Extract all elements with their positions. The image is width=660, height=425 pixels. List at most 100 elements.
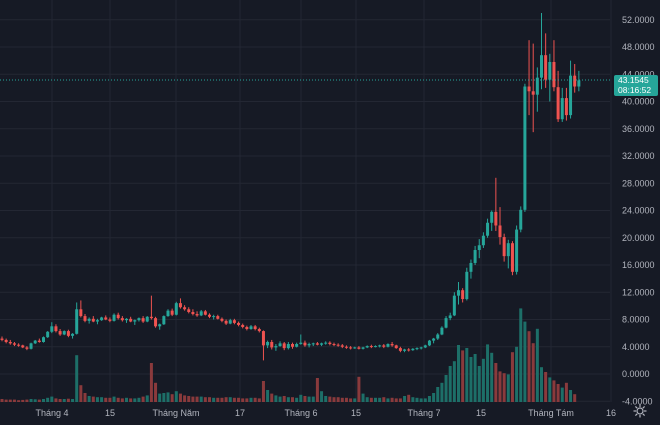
volume-bar: [324, 396, 328, 402]
candle-body: [340, 345, 344, 347]
candle-body: [100, 317, 104, 321]
volume-bar: [465, 348, 469, 402]
volume-bar: [320, 391, 324, 402]
candle-body: [382, 345, 386, 347]
candle: [527, 40, 531, 116]
candle-body: [577, 80, 581, 87]
candle-body: [58, 331, 62, 335]
candle-body: [457, 290, 460, 296]
candle: [87, 317, 91, 324]
candle: [278, 341, 282, 347]
price-tick-label: -4.0000: [622, 396, 653, 406]
price-axis[interactable]: 52.0000 48.0000 44.0000 40.0000 36.0000 32.00…: [622, 15, 655, 407]
settings-gear-icon[interactable]: [632, 403, 648, 419]
volume-bar: [498, 371, 502, 402]
candle: [158, 323, 162, 330]
volume-bar: [490, 352, 494, 402]
candle: [349, 346, 353, 350]
price-tick-label: 48.0000: [622, 42, 655, 52]
time-tick-label: Tháng 7: [407, 408, 440, 418]
candle: [564, 87, 568, 121]
candle-body: [332, 344, 336, 346]
candle: [178, 298, 182, 309]
volume-bar: [390, 397, 394, 402]
candle: [411, 348, 415, 351]
candle-body: [531, 91, 535, 95]
candle: [486, 218, 490, 238]
candle-body: [477, 245, 481, 251]
volume-bar: [253, 397, 257, 402]
candle: [357, 346, 361, 350]
candle-body: [220, 318, 224, 321]
candle-body: [440, 327, 444, 335]
candle-body: [145, 316, 149, 322]
candle: [286, 341, 290, 350]
candle-body: [286, 344, 290, 349]
candle: [490, 210, 494, 231]
candle: [137, 317, 141, 322]
candle: [295, 342, 299, 348]
volume-bar: [560, 387, 564, 402]
candle-body: [473, 250, 477, 263]
candle: [0, 336, 4, 342]
volume-bar: [461, 350, 465, 402]
candle: [270, 339, 274, 350]
candle: [457, 282, 460, 305]
candle: [187, 307, 191, 314]
candle-body: [573, 75, 577, 87]
volume-bar: [423, 398, 427, 402]
candle-body: [436, 334, 440, 339]
candle-body: [357, 347, 361, 349]
candle-body: [498, 225, 502, 238]
volume-bar: [116, 397, 120, 402]
volume-bar: [378, 397, 382, 402]
candle: [390, 341, 394, 347]
candle: [228, 318, 232, 325]
volume-bar: [154, 382, 158, 402]
volume-bar: [149, 363, 153, 402]
volume-bar: [303, 396, 307, 402]
volume-bar: [199, 396, 203, 402]
volume-bar: [564, 382, 568, 402]
candle: [29, 342, 33, 350]
candle: [448, 312, 452, 321]
candle: [353, 346, 357, 349]
candle-body: [141, 318, 145, 322]
candle: [8, 339, 12, 345]
volume-bar: [100, 397, 104, 402]
volume-bar: [178, 393, 182, 402]
volume-bar: [506, 374, 510, 402]
price-tick-label: 32.0000: [622, 151, 655, 161]
volume-bar: [569, 390, 573, 402]
candle: [398, 346, 402, 353]
volume-bar: [212, 397, 216, 402]
volume-bar: [195, 396, 199, 402]
candle-body: [448, 315, 452, 319]
volume-bar: [241, 398, 245, 402]
volume-bar: [12, 399, 16, 402]
price-candles: [0, 12, 581, 361]
candle: [315, 341, 319, 346]
candle: [162, 315, 166, 325]
volume-bar: [137, 397, 141, 402]
candle-body: [37, 340, 41, 342]
candle-body: [46, 331, 50, 338]
candle: [174, 301, 178, 316]
time-axis[interactable]: Tháng 4 15 Tháng Năm 17 Tháng 6 15 Tháng 7 15 Th…: [35, 408, 616, 418]
candle-body: [257, 329, 261, 332]
candle: [141, 316, 145, 323]
candle-body: [183, 307, 187, 310]
candle: [66, 329, 70, 338]
candle-body: [320, 343, 324, 345]
price-tick-label: 36.0000: [622, 124, 655, 134]
volume-bar: [535, 328, 539, 402]
candle: [374, 345, 377, 348]
volume-bar: [228, 397, 232, 402]
volume-bar: [344, 397, 348, 402]
bar-countdown: 08:16:52: [618, 85, 652, 95]
candle-body: [311, 343, 315, 345]
candle-body: [490, 211, 494, 223]
candle-body: [544, 55, 548, 80]
volume-bar: [104, 397, 108, 402]
volume-bar: [286, 397, 290, 402]
